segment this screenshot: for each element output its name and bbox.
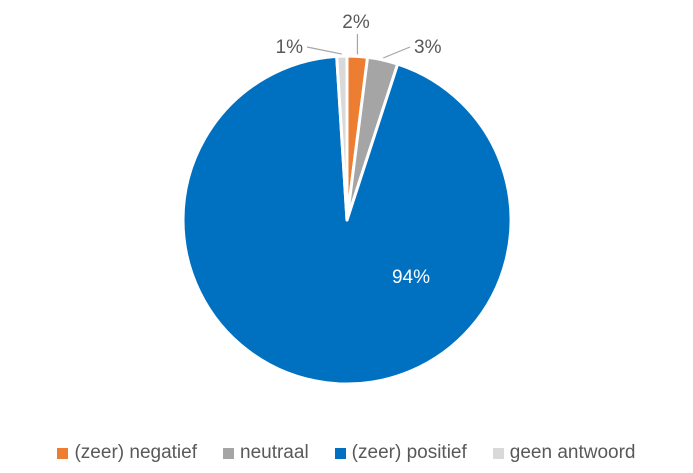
legend-swatch-zeer-negatief xyxy=(57,447,69,459)
legend-label-zeer-negatief: (zeer) negatief xyxy=(74,442,197,463)
leader-line-geen-antwoord xyxy=(306,46,342,55)
legend-item-zeer-negatief: (zeer) negatief xyxy=(57,442,197,464)
legend-item-neutraal: neutraal xyxy=(223,442,309,464)
legend-item-geen-antwoord: geen antwoord xyxy=(492,442,636,464)
leader-line-neutraal xyxy=(382,46,411,59)
legend-label-zeer-positief: (zeer) positief xyxy=(351,442,467,463)
legend-label-geen-antwoord: geen antwoord xyxy=(509,442,636,463)
legend-swatch-geen-antwoord xyxy=(492,447,504,459)
legend-item-zeer-positief: (zeer) positief xyxy=(334,442,467,464)
legend-swatch-zeer-positief xyxy=(334,447,346,459)
data-label-zeer-negatief: 2% xyxy=(342,12,370,33)
chart-legend: (zeer) negatief neutraal (zeer) positief… xyxy=(0,442,693,464)
legend-swatch-neutraal xyxy=(223,447,234,459)
data-label-neutraal: 3% xyxy=(414,37,442,58)
legend-label-neutraal: neutraal xyxy=(240,442,309,463)
data-label-geen-antwoord: 1% xyxy=(276,37,304,58)
data-label-zeer-positief: 94% xyxy=(392,267,430,288)
pie-slice-geen-antwoord xyxy=(335,54,349,222)
